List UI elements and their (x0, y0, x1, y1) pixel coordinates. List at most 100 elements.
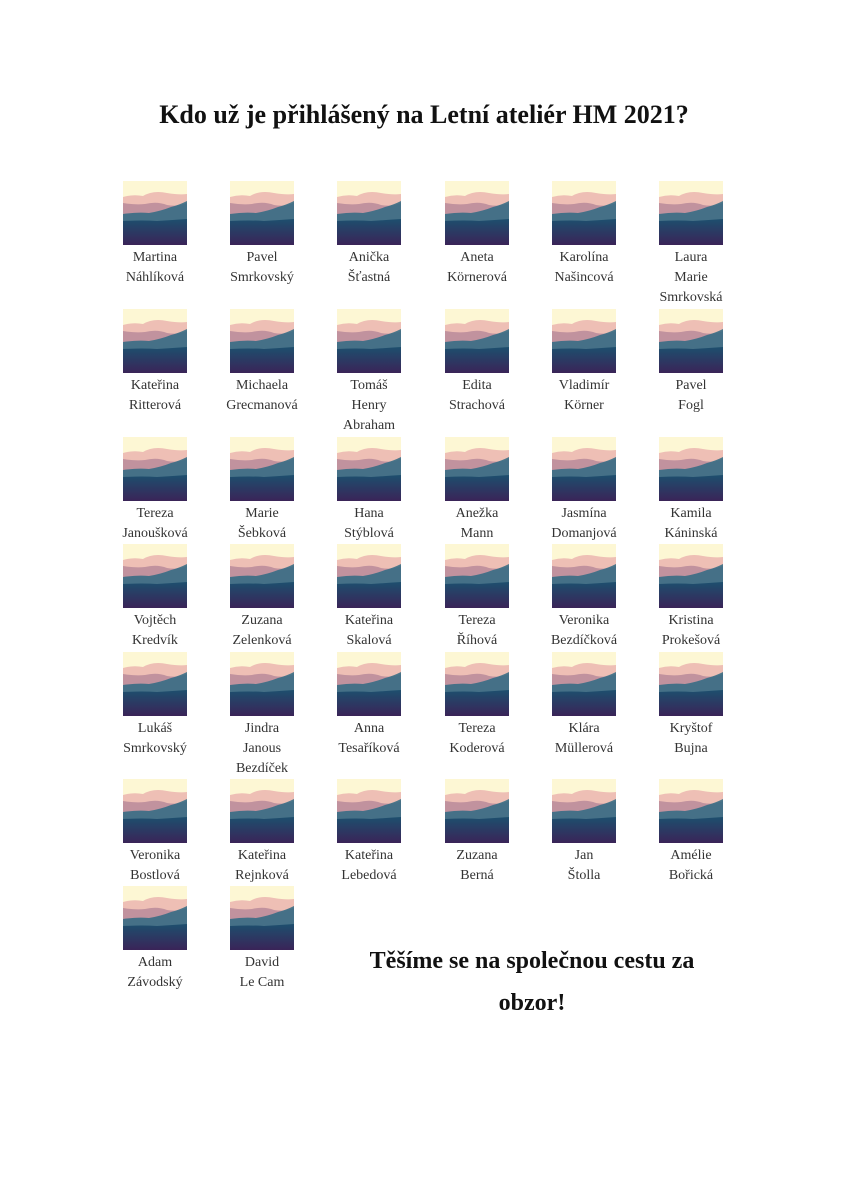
mountain-landscape-image (552, 544, 616, 608)
name-line: Našincová (554, 270, 614, 285)
name-line: Kredvík (132, 633, 178, 648)
mountain-landscape-image (123, 652, 187, 716)
mountain-landscape-image (659, 544, 723, 608)
mountain-landscape-image (123, 544, 187, 608)
closing-line: Těšíme se na společnou cestu za (369, 948, 695, 974)
participant-card: Kateřina Skalová (314, 544, 424, 651)
participant-name: Karolína Našincová (529, 248, 639, 288)
participant-card: Anička Šťastná (314, 181, 424, 288)
participant-card: Martina Náhlíková (100, 181, 210, 288)
participant-card: Adam Závodský (100, 886, 210, 993)
name-line: Körner (564, 398, 604, 413)
name-line: Kryštof (669, 721, 713, 736)
name-line: Říhová (456, 633, 498, 648)
name-line: Bujna (674, 741, 708, 756)
participant-card: Tereza Koderová (422, 652, 532, 759)
participant-card: Hana Stýblová (314, 437, 424, 544)
participant-name: Veronika Bostlová (100, 846, 210, 886)
participant-name: David Le Cam (207, 953, 317, 993)
participant-name: Michaela Grecmanová (207, 376, 317, 416)
participant-name: Tereza Říhová (422, 611, 532, 651)
name-line: Müllerová (554, 741, 614, 756)
name-line: Prokešová (661, 633, 721, 648)
participant-card: Anna Tesaříková (314, 652, 424, 759)
name-line: Zelenková (232, 633, 292, 648)
name-line: Lukáš (137, 721, 173, 736)
mountain-landscape-image (552, 181, 616, 245)
participant-name: Tomáš Henry Abraham (314, 376, 424, 436)
mountain-landscape-image (230, 779, 294, 843)
name-line: Karolína (559, 250, 609, 265)
name-line: Rejnková (235, 868, 289, 883)
name-line: Kateřina (344, 848, 394, 863)
name-line: Jasmína (561, 506, 607, 521)
mountain-landscape-image (337, 309, 401, 373)
mountain-landscape-image (337, 437, 401, 501)
participant-name: Pavel Smrkovský (207, 248, 317, 288)
name-line: Klára (568, 721, 600, 736)
participant-name: Laura Marie Smrkovská (636, 248, 746, 308)
name-line: Kateřina (130, 378, 180, 393)
participant-card: Kateřina Rejnková (207, 779, 317, 886)
mountain-landscape-image (230, 437, 294, 501)
mountain-landscape-image (123, 886, 187, 950)
name-line: Jan (574, 848, 594, 863)
name-line: Smrkovský (123, 741, 187, 756)
participant-card: Kateřina Ritterová (100, 309, 210, 416)
name-line: Tereza (458, 613, 496, 628)
participant-card: Vladimír Körner (529, 309, 639, 416)
name-line: Abraham (342, 418, 396, 433)
participant-name: Jan Štolla (529, 846, 639, 886)
mountain-landscape-image (445, 437, 509, 501)
name-line: Koderová (449, 741, 505, 756)
name-line: Šebková (237, 526, 287, 541)
name-line: Marie (674, 270, 708, 285)
participant-name: Pavel Fogl (636, 376, 746, 416)
participant-name: Adam Závodský (100, 953, 210, 993)
participant-card: Lukáš Smrkovský (100, 652, 210, 759)
name-line: Skalová (346, 633, 392, 648)
participant-name: Tereza Janoušková (100, 504, 210, 544)
name-line: Káninská (664, 526, 718, 541)
participant-card: Tereza Říhová (422, 544, 532, 651)
mountain-landscape-image (659, 309, 723, 373)
name-line: Náhlíková (125, 270, 185, 285)
mountain-landscape-image (445, 544, 509, 608)
name-line: Hana (354, 506, 384, 521)
name-line: Berná (460, 868, 494, 883)
participant-name: Aneta Körnerová (422, 248, 532, 288)
mountain-landscape-image (230, 652, 294, 716)
name-line: Laura (674, 250, 708, 265)
mountain-landscape-image (659, 652, 723, 716)
name-line: Kamila (670, 506, 712, 521)
mountain-landscape-image (230, 181, 294, 245)
name-line: Anna (353, 721, 385, 736)
mountain-landscape-image (337, 544, 401, 608)
participant-name: Kateřina Lebedová (314, 846, 424, 886)
participant-name: Klára Müllerová (529, 719, 639, 759)
mountain-landscape-image (230, 309, 294, 373)
closing-message: Těšíme se na společnou cestu za obzor! (340, 940, 724, 1024)
participant-name: Vladimír Körner (529, 376, 639, 416)
participant-name: Kamila Káninská (636, 504, 746, 544)
name-line: Henry (351, 398, 387, 413)
name-line: Mann (460, 526, 494, 541)
name-line: Tesaříková (338, 741, 400, 756)
name-line: Janous (242, 741, 282, 756)
participant-name: Edita Strachová (422, 376, 532, 416)
participant-card: Klára Müllerová (529, 652, 639, 759)
name-line: Bezdíčková (550, 633, 618, 648)
name-line: Smrkovský (230, 270, 294, 285)
mountain-landscape-image (230, 544, 294, 608)
name-line: Edita (462, 378, 492, 393)
mountain-landscape-image (659, 437, 723, 501)
participant-card: Jindra Janous Bezdíček (207, 652, 317, 779)
mountain-landscape-image (552, 309, 616, 373)
participant-name: Tereza Koderová (422, 719, 532, 759)
participant-card: Veronika Bostlová (100, 779, 210, 886)
participant-name: Anežka Mann (422, 504, 532, 544)
participant-card: Edita Strachová (422, 309, 532, 416)
participant-card: Zuzana Berná (422, 779, 532, 886)
participant-name: Martina Náhlíková (100, 248, 210, 288)
name-line: Veronika (558, 613, 610, 628)
